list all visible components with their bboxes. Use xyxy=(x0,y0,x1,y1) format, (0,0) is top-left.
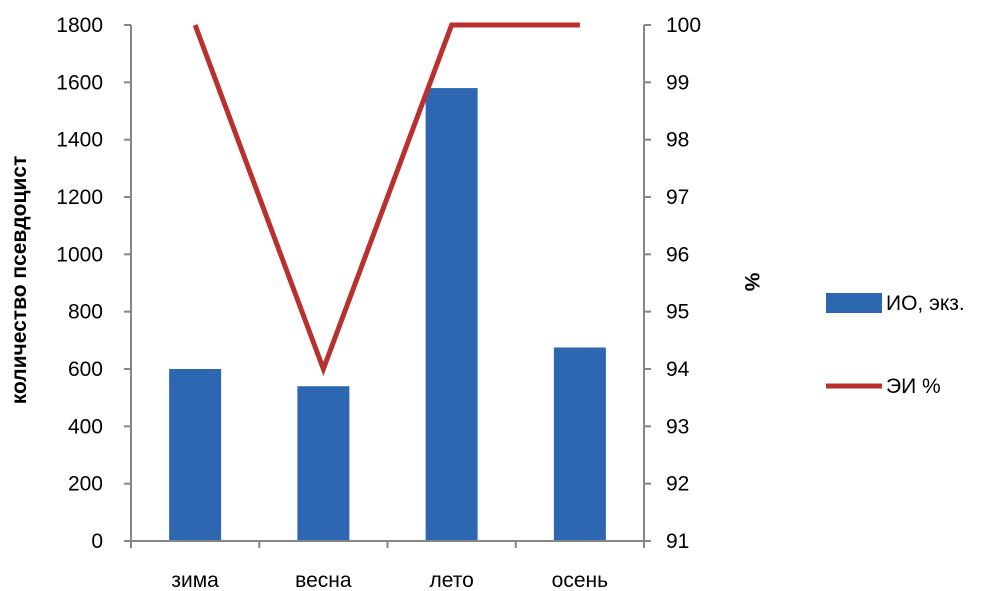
bar-лето xyxy=(425,88,478,542)
bar-зима xyxy=(169,369,222,541)
left-tick-label: 600 xyxy=(68,358,103,381)
legend-swatch-bar xyxy=(826,293,882,313)
ticks-group: 0 200 400 600 800 1000 1200 1400 1600 1800 91 92 93 9… xyxy=(56,14,701,591)
left-tick-label: 1000 xyxy=(56,243,103,266)
right-tick-label: 96 xyxy=(666,243,689,266)
right-tick-label: 97 xyxy=(666,186,689,209)
left-tick-label: 400 xyxy=(68,415,103,438)
right-tick-label: 93 xyxy=(666,415,689,438)
x-tick-label-весна: весна xyxy=(295,569,352,591)
left-tick-label: 800 xyxy=(68,301,103,324)
legend: ИО, экз. ЭИ % xyxy=(826,292,965,398)
right-tick-label: 94 xyxy=(666,358,690,381)
bar-весна xyxy=(297,386,350,541)
legend-label-bar: ИО, экз. xyxy=(886,292,965,315)
left-tick-label: 1600 xyxy=(56,71,103,94)
left-tick-label: 1400 xyxy=(56,129,103,152)
bar-осень xyxy=(553,347,606,541)
right-tick-label: 98 xyxy=(666,129,689,152)
y-axis-left-title: количество псевдоцист xyxy=(8,156,31,405)
x-tick-label-зима: зима xyxy=(171,569,219,591)
bars-group xyxy=(169,88,606,542)
left-tick-label: 1800 xyxy=(56,14,103,37)
x-tick-label-лето: лето xyxy=(429,569,473,591)
right-tick-label: 100 xyxy=(666,14,701,37)
left-tick-label: 0 xyxy=(91,530,103,553)
right-tick-label: 91 xyxy=(666,530,689,553)
left-tick-label: 1200 xyxy=(56,186,103,209)
legend-label-line: ЭИ % xyxy=(886,375,941,398)
line-series-group xyxy=(192,22,580,377)
left-tick-label: 200 xyxy=(68,473,103,496)
right-tick-label: 99 xyxy=(666,71,689,94)
x-tick-label-осень: осень xyxy=(552,569,608,591)
y-axis-right-title: % xyxy=(740,273,763,292)
line-series-ei xyxy=(192,22,580,377)
right-tick-label: 92 xyxy=(666,473,689,496)
right-tick-label: 95 xyxy=(666,301,689,324)
